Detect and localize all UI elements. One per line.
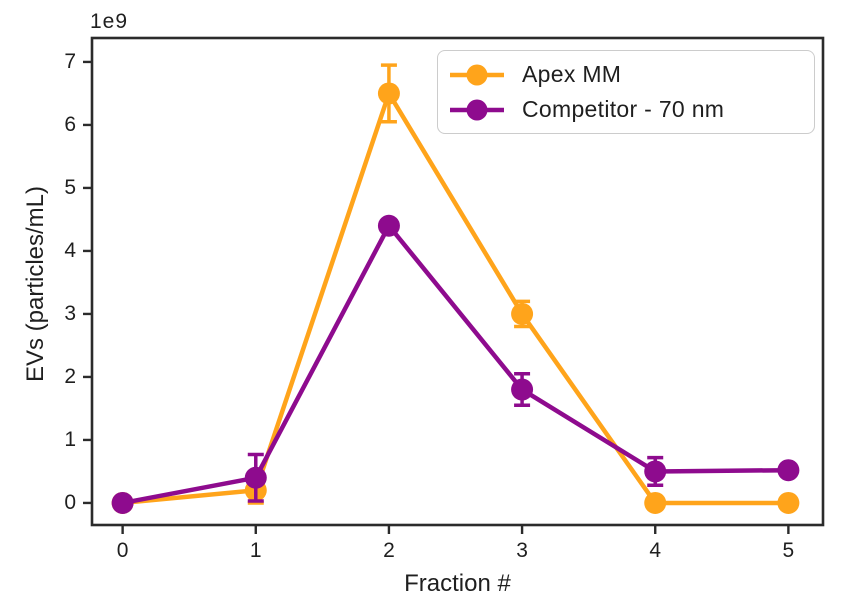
x-tick-label: 4 bbox=[649, 539, 662, 562]
x-tick-label: 3 bbox=[516, 539, 528, 562]
y-axis-offset-label: 1e9 bbox=[90, 10, 129, 33]
data-point-marker bbox=[644, 460, 667, 483]
data-point-marker bbox=[111, 491, 134, 514]
x-tick-label: 1 bbox=[249, 539, 262, 562]
legend: Apex MM Competitor - 70 nm bbox=[437, 50, 815, 134]
y-tick-label: 2 bbox=[64, 364, 76, 388]
data-point-marker bbox=[377, 214, 400, 237]
y-tick-label: 7 bbox=[64, 49, 76, 73]
y-tick-label: 5 bbox=[64, 175, 76, 199]
legend-label-competitor: Competitor - 70 nm bbox=[522, 96, 725, 122]
legend-sample-marker-competitor bbox=[450, 99, 504, 120]
y-tick-label: 3 bbox=[64, 301, 76, 325]
data-point-marker bbox=[777, 459, 800, 482]
data-point-marker bbox=[644, 491, 667, 514]
legend-entry-competitor: Competitor - 70 nm bbox=[448, 92, 804, 127]
y-tick-label: 4 bbox=[64, 238, 76, 262]
y-tick-label: 6 bbox=[64, 112, 76, 136]
data-point-marker bbox=[244, 466, 267, 489]
y-tick-label: 0 bbox=[64, 490, 76, 514]
legend-entry-apex-mm: Apex MM bbox=[448, 57, 804, 92]
data-point-marker bbox=[377, 82, 400, 105]
series-competitor-70-nm bbox=[111, 214, 800, 514]
x-tick-label: 0 bbox=[116, 539, 129, 562]
legend-label-apex-mm: Apex MM bbox=[522, 61, 622, 87]
x-tick-label: 2 bbox=[383, 539, 395, 562]
y-axis-title: EVs (particles/mL) bbox=[22, 185, 49, 383]
y-tick-label: 1 bbox=[64, 427, 76, 451]
data-point-marker bbox=[511, 378, 534, 401]
series-line bbox=[120, 223, 791, 506]
data-point-marker bbox=[511, 302, 534, 325]
data-point-marker bbox=[777, 491, 800, 514]
x-axis-title: Fraction # bbox=[404, 570, 511, 597]
x-tick-label: 5 bbox=[782, 539, 795, 562]
plot-frame bbox=[90, 36, 825, 527]
series-line bbox=[120, 91, 791, 506]
legend-sample-marker-apex-mm bbox=[450, 64, 504, 85]
